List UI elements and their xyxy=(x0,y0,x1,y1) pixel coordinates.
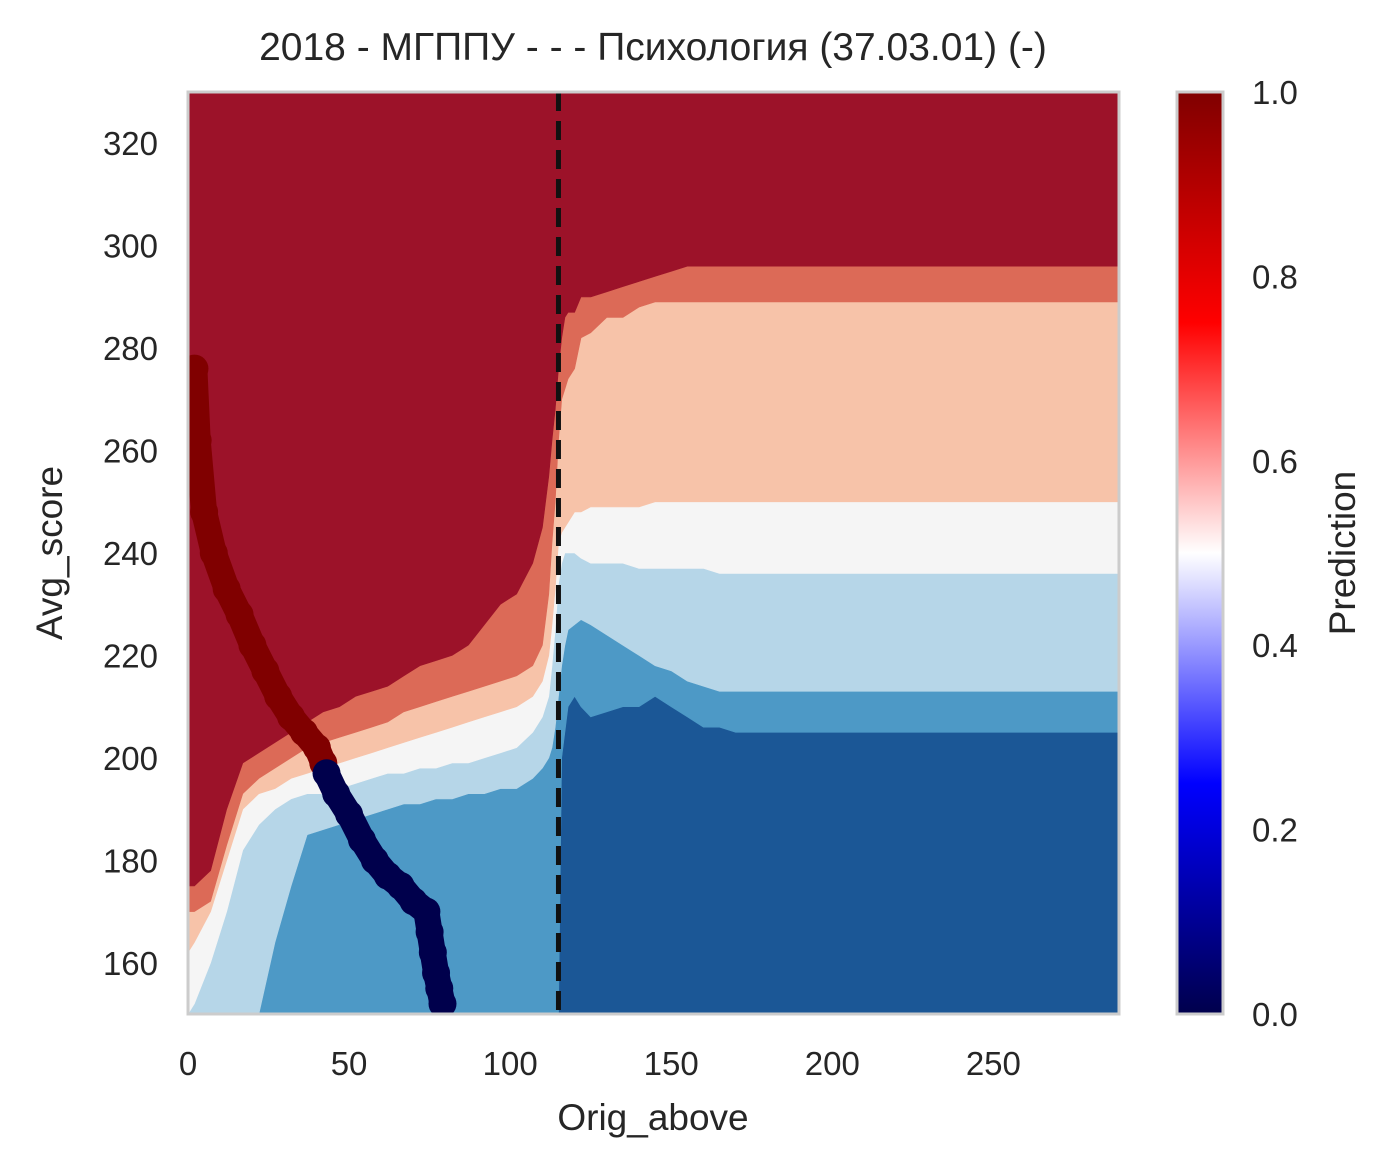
plot-area xyxy=(188,92,1119,1014)
y-axis-label: Avg_score xyxy=(29,466,70,640)
series-point xyxy=(428,989,457,1014)
x-tick-label: 250 xyxy=(966,1045,1021,1082)
x-tick-label: 0 xyxy=(179,1045,197,1082)
series-point xyxy=(335,800,364,829)
y-tick-label: 320 xyxy=(103,125,158,162)
colorbar-ticks: 0.0 0.2 0.4 0.6 0.8 1.0 xyxy=(1252,74,1298,1033)
x-tick-label: 100 xyxy=(483,1045,538,1082)
series-point xyxy=(412,897,441,926)
colorbar-tick-label: 0.4 xyxy=(1252,627,1298,664)
series-point xyxy=(418,938,447,967)
series-point xyxy=(190,498,219,527)
chart-title: 2018 - МГППУ - - - Психология (37.03.01)… xyxy=(259,26,1047,69)
y-axis-ticks: 160 180 200 220 240 260 280 300 320 xyxy=(103,125,158,982)
series-point xyxy=(199,539,228,567)
y-tick-label: 260 xyxy=(103,433,158,470)
x-axis-label: Orig_above xyxy=(557,1097,748,1138)
series-point xyxy=(212,574,241,603)
colorbar-bar xyxy=(1175,90,1225,1016)
series-point xyxy=(264,682,293,711)
colorbar-tick-label: 0.2 xyxy=(1252,812,1298,849)
y-tick-label: 200 xyxy=(103,740,158,777)
contour-bands xyxy=(188,92,1119,1014)
series-point xyxy=(188,426,212,455)
colorbar: 0.0 0.2 0.4 0.6 0.8 1.0 Prediction xyxy=(1175,74,1363,1033)
y-tick-label: 280 xyxy=(103,330,158,367)
x-tick-label: 200 xyxy=(805,1045,860,1082)
series-point xyxy=(347,825,376,854)
y-tick-label: 300 xyxy=(103,228,158,265)
plot-frame xyxy=(186,90,1121,1016)
y-tick-label: 240 xyxy=(103,535,158,572)
series-point xyxy=(238,631,267,660)
y-tick-label: 180 xyxy=(103,842,158,879)
contour-band xyxy=(188,92,1119,887)
series-point xyxy=(415,918,444,947)
contour-band xyxy=(188,695,1119,1014)
series-point xyxy=(225,600,254,629)
series-point xyxy=(322,779,351,808)
y-tick-label: 160 xyxy=(103,945,158,982)
colorbar-tick-label: 0.8 xyxy=(1252,258,1298,295)
x-axis-ticks: 0 50 100 150 200 250 xyxy=(179,1045,1021,1082)
series-point xyxy=(188,354,209,383)
x-tick-label: 50 xyxy=(331,1045,368,1082)
colorbar-label: Prediction xyxy=(1322,471,1363,636)
y-tick-label: 220 xyxy=(103,637,158,674)
series-point xyxy=(251,656,280,685)
x-tick-label: 150 xyxy=(644,1045,699,1082)
colorbar-tick-label: 0.0 xyxy=(1252,996,1298,1033)
series-layer xyxy=(188,354,457,1014)
colorbar-tick-label: 1.0 xyxy=(1252,74,1298,111)
colorbar-tick-label: 0.6 xyxy=(1252,443,1298,480)
